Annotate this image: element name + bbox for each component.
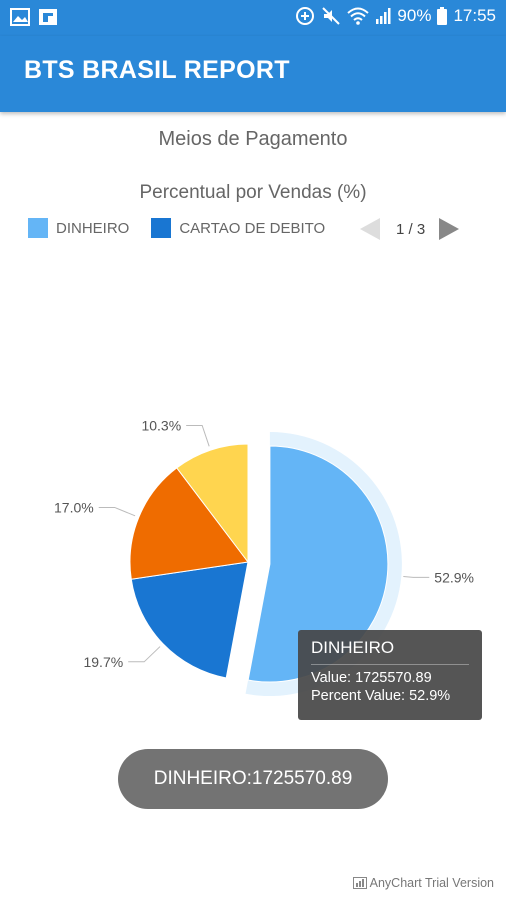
label-connector [128,646,161,663]
clock: 17:55 [453,6,496,25]
app-bar: BTS BRASIL REPORT [0,36,506,112]
signal-icon [376,8,391,24]
legend-item-cartao-de-debito[interactable]: CARTAO DE DEBITO [151,218,325,238]
anychart-logo-icon [352,877,367,889]
label-connector [403,575,430,578]
next-page-icon[interactable] [439,218,460,240]
data-saver-icon [296,7,315,25]
flipboard-icon [39,9,57,25]
slice-label: 19.7% [83,654,123,670]
legend-label: DINHEIRO [56,219,130,237]
tooltip-title: DINHEIRO [311,638,469,665]
battery-icon [437,7,448,25]
label-connector [98,506,136,517]
status-bar: 90% 17:55 [0,0,506,36]
prev-page-icon[interactable] [360,218,380,240]
chart-tooltip: DINHEIRO Value: 1725570.89 Percent Value… [298,630,482,720]
legend-swatch [151,218,172,238]
legend-swatch [28,218,48,238]
legend-pager: 1 / 3 [360,218,460,240]
toast-message: DINHEIRO:1725570.89 [118,749,388,809]
pie-slice-slice-3[interactable] [129,467,249,580]
wifi-icon [347,7,370,25]
legend-page-text: 1 / 3 [396,220,426,238]
tooltip-value: Value: 1725570.89 [311,670,432,686]
credits-text: AnyChart Trial Version [369,876,494,890]
image-icon [10,8,30,26]
anychart-credits[interactable]: AnyChart Trial Version [352,876,494,890]
slice-label: 52.9% [434,569,474,585]
app-title: BTS BRASIL REPORT [24,56,290,84]
legend: DINHEIRO CARTAO DE DEBITO [28,218,347,238]
pie-slice-cartao-de-debito[interactable] [130,561,249,679]
slice-label: 17.0% [54,499,94,515]
tooltip-percent: Percent Value: 52.9% [311,688,451,704]
legend-item-dinheiro[interactable]: DINHEIRO [28,218,129,238]
mute-icon [322,7,341,25]
chart-title: Meios de Pagamento [158,128,348,150]
chart-subtitle: Percentual por Vendas (%) [139,182,367,203]
label-connector [186,424,210,447]
slice-label: 10.3% [141,417,181,433]
pie-slice-slice-4[interactable] [176,443,249,564]
battery-percent: 90% [397,6,432,25]
legend-label: CARTAO DE DEBITO [179,219,326,237]
